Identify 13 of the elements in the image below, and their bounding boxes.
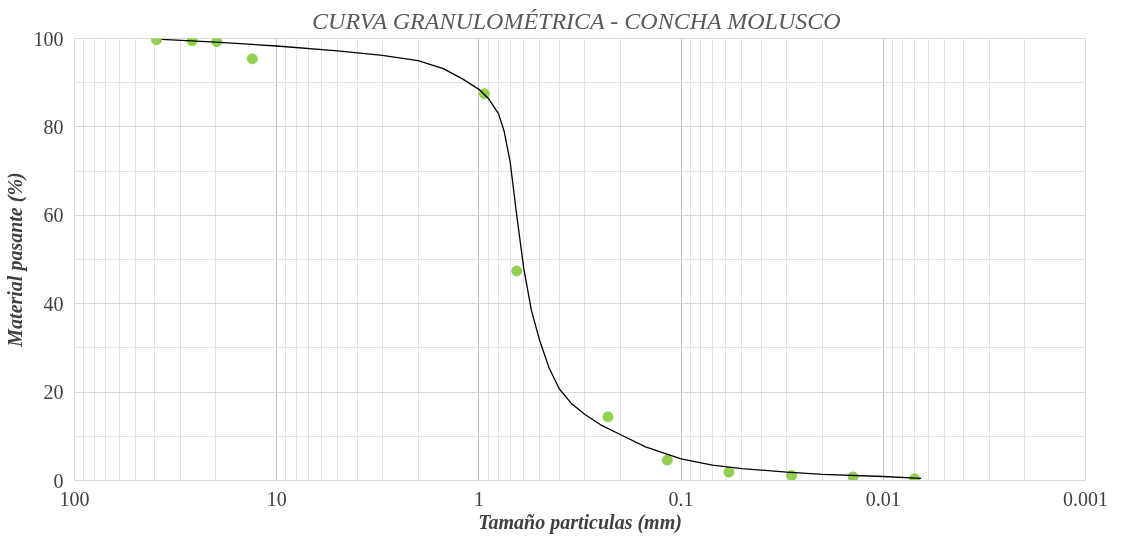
x-tick-label: 1 (473, 487, 484, 510)
y-tick-label: 100 (33, 27, 64, 50)
y-tick-label: 40 (43, 292, 64, 315)
chart-title: CURVA GRANULOMÉTRICA - CONCHA MOLUSCO (312, 7, 841, 34)
y-axis-title: Material pasante (%) (3, 172, 27, 348)
x-tick-label: 0.01 (865, 487, 901, 510)
y-tick-label: 60 (43, 204, 64, 227)
y-tick-label: 20 (43, 381, 64, 404)
x-tick-label: 0.001 (1063, 487, 1108, 510)
x-tick-label: 0.1 (668, 487, 694, 510)
x-axis-title: Tamaño particulas (mm) (478, 510, 682, 534)
y-tick-label: 80 (43, 115, 64, 138)
x-tick-label: 10 (266, 487, 287, 510)
